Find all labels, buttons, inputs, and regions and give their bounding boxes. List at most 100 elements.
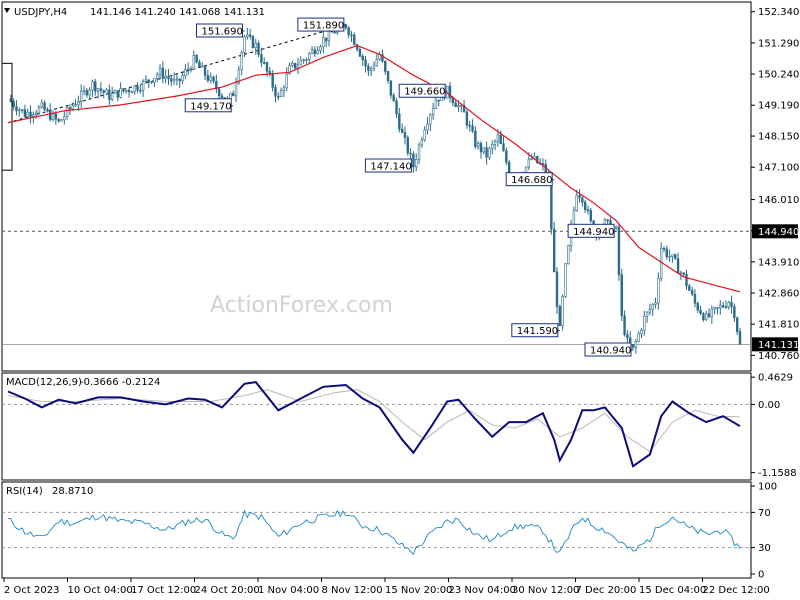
macd-axis: 0.4629 0.00 -1.1588: [751, 373, 797, 479]
candle-body: [358, 48, 362, 57]
candle-body: [676, 258, 680, 274]
candle-body: [423, 129, 426, 141]
candle-body: [144, 79, 148, 82]
candle-body: [291, 62, 294, 66]
candle-body: [491, 144, 494, 149]
reference-level-box: [752, 224, 798, 239]
candle-body: [288, 65, 291, 75]
candle-body: [186, 68, 190, 71]
price-tick-label: 151.290: [758, 38, 799, 49]
candle-body: [243, 36, 246, 53]
candle-body: [9, 98, 13, 102]
candle-body: [220, 95, 224, 98]
candle-body: [457, 105, 460, 108]
candle-body: [381, 54, 384, 62]
candle-body: [657, 277, 660, 304]
candle-body: [119, 88, 122, 98]
candle-body: [476, 143, 480, 148]
candle-body: [60, 119, 63, 122]
candle-body: [392, 94, 395, 102]
annotation-box: [364, 158, 412, 173]
candle-body: [57, 118, 60, 122]
price-grid: [2, 230, 751, 345]
rsi-tick-label: 70: [758, 508, 771, 519]
candle-body: [105, 89, 108, 93]
candle-body: [20, 109, 24, 111]
panel-collapse-icon[interactable]: [4, 8, 10, 13]
candle-body: [581, 197, 584, 203]
candle-body: [578, 194, 581, 199]
candle-body: [68, 107, 72, 110]
candle-body: [710, 308, 714, 317]
candle-body: [77, 101, 80, 105]
candle-body: [26, 111, 29, 117]
candle-body: [15, 106, 18, 112]
candle-body: [175, 78, 179, 81]
candle-body: [164, 75, 167, 79]
candle-body: [674, 254, 677, 260]
rsi-tick-label: 0: [758, 570, 764, 581]
rsi-values: 28.8710: [52, 486, 93, 497]
candle-body: [468, 124, 471, 127]
candle-body: [136, 85, 139, 91]
macd-values: -0.3666 -0.2124: [80, 377, 160, 388]
candle-body: [251, 36, 255, 48]
candle-body: [386, 71, 390, 82]
candle-body: [586, 209, 590, 212]
price-tick-label: 148.150: [758, 132, 799, 143]
candle-body: [434, 99, 438, 109]
candle-body: [583, 201, 587, 211]
candle-body: [665, 248, 669, 257]
candle-body: [471, 125, 474, 132]
candle-body: [668, 256, 671, 258]
candle-body: [550, 179, 553, 230]
candle-body: [215, 80, 218, 90]
moving-average: [7, 44, 741, 293]
candle-body: [94, 81, 97, 92]
candle-body: [12, 101, 15, 107]
candle-body: [721, 305, 725, 308]
time-tick-label: 10 Oct 04:00: [68, 585, 133, 596]
candle-body: [465, 111, 469, 126]
candle-body: [693, 293, 697, 304]
candle-body: [279, 90, 283, 97]
candle-body: [417, 144, 421, 160]
annotation-label: 140.940: [590, 346, 631, 357]
candle-body: [623, 315, 626, 335]
candle-body: [206, 75, 210, 81]
candle-body: [575, 194, 578, 211]
candle-body: [662, 248, 666, 250]
annotation-box: [195, 23, 243, 38]
moving-average-line: [7, 44, 741, 293]
candle-body: [724, 306, 728, 309]
candle-body: [626, 334, 629, 339]
rsi-axis: 100 70 30 0: [751, 482, 777, 581]
candle-body: [536, 155, 539, 164]
candle-body: [85, 90, 89, 96]
time-tick-label: 1 Nov 04:00: [258, 585, 319, 596]
time-tick-label: 7 Dec 20:00: [576, 585, 637, 596]
candle-body: [133, 85, 136, 93]
candle-body: [195, 54, 198, 63]
candle-body: [499, 134, 502, 145]
candle-body: [319, 46, 322, 51]
candle-body: [274, 87, 277, 97]
rsi-line: [7, 509, 741, 556]
candle-body: [460, 105, 463, 107]
candle-body: [153, 77, 156, 83]
annotation-box: [297, 17, 345, 32]
candle-body: [679, 272, 683, 275]
trendline-segment: [7, 24, 346, 124]
candle-body: [429, 114, 432, 125]
candle-body: [350, 34, 353, 37]
candle-body: [102, 90, 105, 93]
annotation-label: 141.590: [517, 326, 558, 337]
candle-body: [110, 93, 114, 100]
candle-body: [567, 245, 570, 265]
candle-body: [431, 108, 435, 116]
annotation-box: [184, 98, 232, 113]
candle-body: [181, 75, 184, 82]
candle-body: [80, 90, 83, 102]
candle-body: [43, 102, 46, 111]
